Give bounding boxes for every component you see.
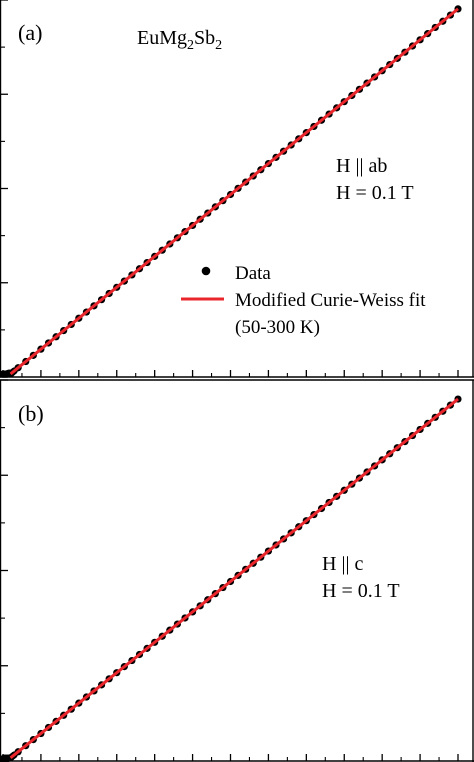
compound-label: EuMg2Sb2 (137, 27, 222, 53)
legend: Data Modified Curie-Weiss fit (50-300 K) (181, 263, 426, 338)
panel-b-label: (b) (18, 401, 44, 426)
fit-line-overlay (10, 8, 459, 375)
panel-a-label: (a) (18, 20, 42, 45)
panel-a: (a) EuMg2Sb2 H || ab H = 0.1 T Data Modi… (0, 0, 474, 378)
legend-data-label: Data (235, 263, 271, 284)
legend-fit-range: (50-300 K) (235, 317, 320, 338)
panel-a-field-strength: H = 0.1 T (336, 182, 414, 204)
panel-b-ticks (0, 379, 459, 762)
legend-fit-label: Modified Curie-Weiss fit (235, 290, 426, 311)
panel-b: (b) H || c H = 0.1 T (0, 379, 474, 762)
legend-data-marker (201, 266, 211, 276)
panel-a-field-direction: H || ab (336, 155, 387, 177)
fit-line-overlay (10, 398, 459, 759)
panel-b-field-direction: H || c (322, 553, 363, 575)
panel-b-field-strength: H = 0.1 T (322, 580, 400, 602)
